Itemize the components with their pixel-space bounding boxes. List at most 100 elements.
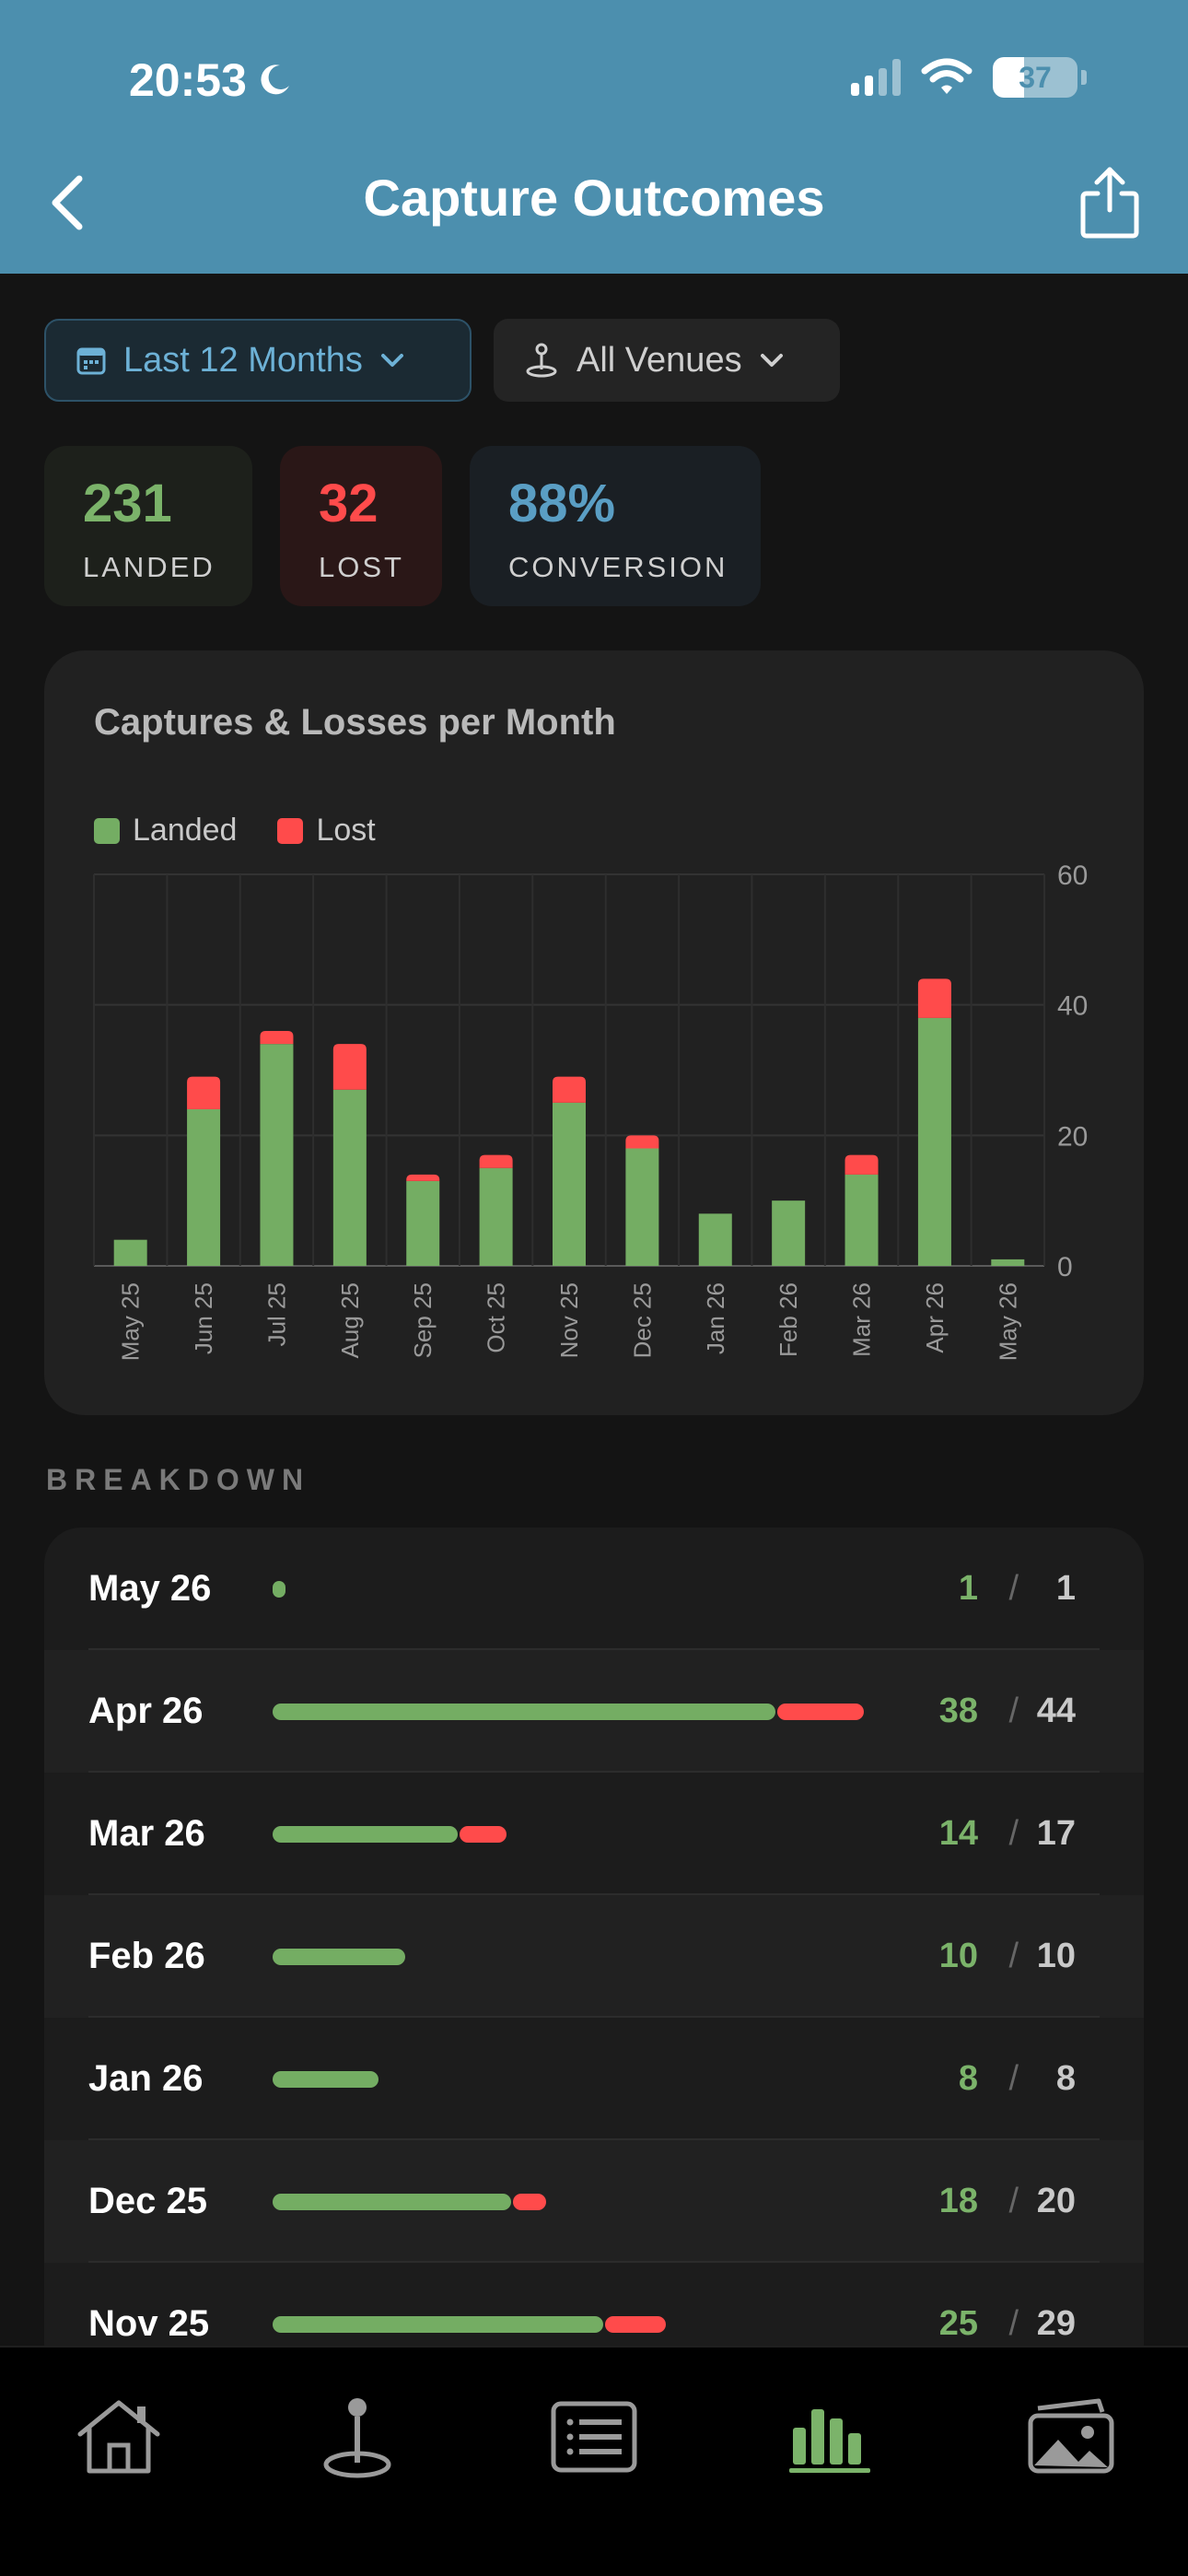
breakdown-bar (273, 2071, 880, 2088)
bar-lost (187, 1076, 221, 1109)
app-header: 20:53 37 Capture Outcomes (0, 0, 1188, 274)
x-tick-label: Jul 25 (262, 1282, 290, 1346)
battery-level: 37 (1019, 60, 1052, 94)
row-divider (88, 2138, 1100, 2140)
breakdown-bar (273, 2194, 880, 2210)
breakdown-bar (273, 1704, 880, 1720)
breakdown-row[interactable]: Nov 25 25 / 29 (44, 2263, 1144, 2348)
status-time: 20:53 (129, 53, 293, 107)
bar-segment-lost (605, 2316, 666, 2333)
x-tick-label: May 26 (994, 1282, 1021, 1361)
breakdown-row[interactable]: Mar 26 14 / 17 (44, 1773, 1144, 1895)
bar-segment-landed (273, 1581, 286, 1598)
breakdown-separator: / (1008, 2304, 1019, 2343)
x-tick-label: Nov 25 (555, 1282, 583, 1358)
bar-lost (479, 1154, 513, 1168)
chevron-down-icon (380, 354, 403, 367)
battery-fill (993, 57, 1025, 98)
venue-label: All Venues (577, 340, 742, 380)
breakdown-list: May 26 1 / 1 Apr 26 38 / 44 Mar 26 (44, 1528, 1144, 2348)
row-divider (88, 1648, 1100, 1650)
breakdown-bar (273, 2316, 880, 2333)
breakdown-month: Mar 26 (88, 1813, 205, 1854)
stats-chart-icon (789, 2409, 870, 2473)
breakdown-landed-count: 10 (938, 1937, 978, 1975)
x-tick-label: Jun 25 (190, 1282, 217, 1354)
back-button[interactable] (46, 166, 101, 240)
page-title: Capture Outcomes (363, 169, 825, 227)
breakdown-landed-count: 38 (938, 1692, 978, 1730)
bar-landed (113, 1239, 147, 1266)
chevron-left-icon (52, 175, 83, 230)
legend-item-landed: Landed (94, 813, 237, 849)
stat-label: CONVERSION (508, 551, 728, 583)
bar-segment-landed (273, 1704, 775, 1720)
legend-label-lost: Lost (316, 813, 376, 848)
bar-landed (698, 1213, 732, 1266)
venue-pin-icon (323, 2398, 391, 2478)
home-icon (77, 2400, 160, 2474)
bar-lost (917, 978, 951, 1018)
bar-landed (844, 1174, 879, 1266)
legend-item-lost: Lost (277, 813, 376, 849)
breakdown-total-count: 29 (1036, 2304, 1076, 2343)
gallery-icon (1028, 2398, 1114, 2474)
bar-segment-lost (460, 1826, 507, 1843)
moon-icon (261, 64, 289, 95)
breakdown-row[interactable]: Jan 26 8 / 8 (44, 2018, 1144, 2140)
chevron-down-icon (760, 354, 783, 367)
breakdown-month: Nov 25 (88, 2303, 210, 2344)
breakdown-separator: / (1008, 1814, 1019, 1853)
tab-log[interactable] (543, 2386, 645, 2488)
bar-landed (625, 1148, 659, 1266)
row-divider (88, 2016, 1100, 2018)
breakdown-row[interactable]: Apr 26 38 / 44 (44, 1650, 1144, 1773)
x-tick-label: Aug 25 (336, 1282, 364, 1358)
venue-filter[interactable]: All Venues (494, 319, 840, 402)
bar-landed (260, 1044, 294, 1266)
breakdown-separator: / (1008, 1937, 1019, 1975)
breakdown-landed-count: 18 (938, 2182, 978, 2220)
breakdown-total-count: 8 (1055, 2059, 1076, 2098)
bar-lost (406, 1174, 440, 1181)
x-tick-label: Feb 26 (775, 1282, 802, 1357)
tab-venues[interactable] (307, 2386, 408, 2488)
breakdown-separator: / (1008, 1692, 1019, 1730)
stat-card-landed: 231 LANDED (44, 446, 252, 606)
tab-home[interactable] (68, 2386, 169, 2488)
date-range-filter[interactable]: Last 12 Months (44, 319, 472, 402)
stat-card-conversion: 88% CONVERSION (470, 446, 761, 606)
bar-landed (332, 1089, 367, 1266)
bar-segment-landed (273, 1949, 405, 1965)
y-tick-label: 60 (1057, 861, 1088, 891)
breakdown-row[interactable]: Feb 26 10 / 10 (44, 1895, 1144, 2018)
chart-canvas: 0 20 40 60 May 25 Jun 25 Jul 25 Aug 25 Sep 25 Oct… (93, 861, 1088, 1361)
breakdown-row[interactable]: May 26 1 / 1 (44, 1528, 1144, 1650)
bar-lost (332, 1044, 367, 1090)
row-divider (88, 2261, 1100, 2263)
bar-landed (772, 1200, 806, 1266)
breakdown-landed-count: 8 (958, 2059, 978, 2098)
breakdown-landed-count: 25 (938, 2304, 978, 2343)
battery-tip (1081, 70, 1087, 85)
date-range-label: Last 12 Months (123, 340, 363, 380)
tab-gallery[interactable] (1020, 2386, 1122, 2488)
bar-segment-lost (776, 1704, 864, 1720)
chart-card: 0 20 40 60 May 25 Jun 25 Jul 25 Aug 25 Sep 25 Oct… (44, 650, 1144, 1415)
breakdown-bar (273, 1826, 880, 1843)
share-button[interactable] (1076, 164, 1144, 241)
bar-segment-lost (512, 2194, 547, 2210)
share-icon (1080, 167, 1139, 239)
venue-pin-icon (526, 343, 557, 378)
chart-legend: Landed Lost (94, 813, 376, 849)
breakdown-separator: / (1008, 1569, 1019, 1608)
bar-lost (260, 1031, 294, 1045)
breakdown-row[interactable]: Dec 25 18 / 20 (44, 2140, 1144, 2263)
x-tick-label: Jan 26 (702, 1282, 729, 1354)
breakdown-total-count: 20 (1036, 2182, 1076, 2220)
tab-stats[interactable] (781, 2386, 882, 2488)
breakdown-section-label: BREAKDOWN (46, 1463, 311, 1496)
stat-card-lost: 32 LOST (280, 446, 442, 606)
calendar-icon (76, 347, 106, 375)
breakdown-total-count: 10 (1036, 1937, 1076, 1975)
